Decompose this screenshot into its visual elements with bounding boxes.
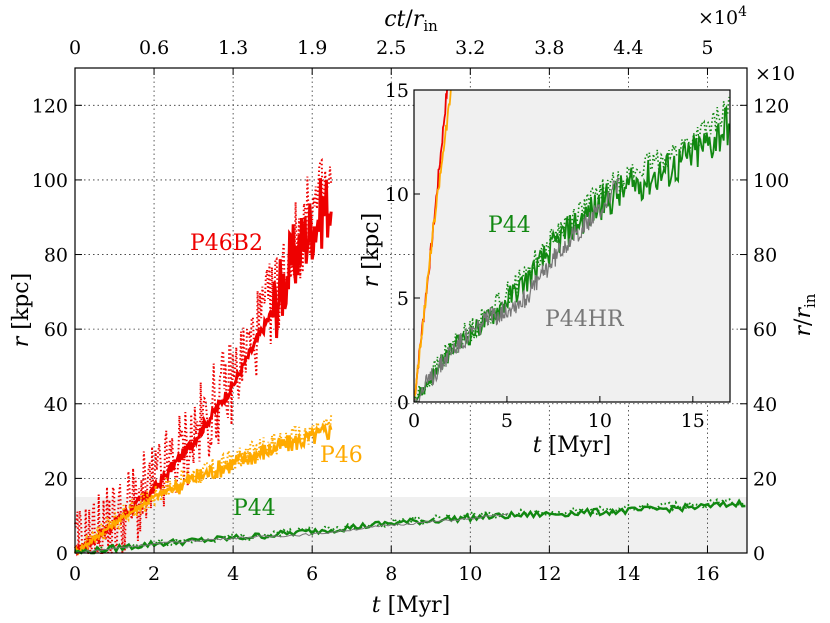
right-ylabel: r/rin	[791, 293, 819, 336]
main-axes: 0 2 4 6 8 10 12 14 16 0 0.6 1.3 1.9 2.5 3.2 3.8 4.4 5 0 20 4…	[9, 4, 819, 618]
main-frame	[74, 67, 748, 554]
inset-series-group	[414, 90, 730, 402]
annotation-P44: P44	[233, 496, 276, 521]
top-tick-label: 1.9	[297, 37, 327, 59]
inset-x-tick-label: 0	[408, 410, 420, 432]
right-tick-label: 20	[753, 468, 777, 490]
x-tick-label: 14	[616, 563, 640, 585]
y-tick-label: 20	[44, 468, 68, 490]
series-dotted-P46	[74, 414, 333, 554]
inset-y-tick-label: 0	[397, 392, 409, 414]
x-tick-label: 10	[458, 563, 482, 585]
ylabel-inset: r [kpc]	[359, 213, 384, 287]
x-tick-label: 4	[227, 563, 239, 585]
ylabel-main: r [kpc]	[9, 273, 34, 347]
y-tick-label: 100	[32, 170, 68, 192]
right-tick-label: 40	[753, 394, 777, 416]
series-line-P44HR	[74, 512, 509, 554]
inset-annotation-P44: P44	[488, 213, 531, 238]
top-tick-label: 1.3	[218, 37, 248, 59]
inset-series-line-P44HR	[414, 177, 620, 402]
right-tick-label: 100	[753, 170, 789, 192]
main-shaded-band	[75, 497, 747, 553]
top-tick-label: 5	[701, 37, 713, 59]
annotation-P46: P46	[320, 443, 363, 468]
y-tick-label: 0	[56, 543, 68, 565]
y-tick-label: 40	[44, 394, 68, 416]
main-ticks: 0 2 4 6 8 10 12 14 16 0 0.6 1.3 1.9 2.5 3.2 3.8 4.4 5 0 20 4…	[32, 37, 790, 585]
inset-x-tick-label: 10	[588, 410, 612, 432]
inset-annotation-P44HR: P44HR	[545, 307, 625, 332]
series-dotted-P46B2	[74, 157, 333, 555]
top-tick-label: 2.5	[376, 37, 406, 59]
y-tick-label: 60	[44, 319, 68, 341]
top-tick-label: 3.8	[534, 37, 564, 59]
inset-y-tick-label: 15	[385, 80, 409, 102]
xlabel-main: t [Myr]	[372, 593, 450, 618]
annotation-P46B2: P46B2	[190, 231, 263, 256]
series-line-P44	[74, 498, 746, 555]
right-tick-label: 0	[753, 543, 765, 565]
inset-background	[414, 90, 730, 402]
inset-axes: 0 5 10 15 0 5 10 15 t [Myr] r [kpc] P44 P44HR	[359, 80, 731, 458]
right-tick-label: 60	[753, 319, 777, 341]
inset-series-line-P46	[414, 90, 452, 402]
top-tick-label: 3.2	[455, 37, 485, 59]
main-series-group	[73, 157, 746, 557]
top-multiplier: ×104	[698, 4, 747, 29]
inset-y-tick-label: 10	[385, 184, 409, 206]
top-tick-label: 4.4	[613, 37, 643, 59]
inset-y-tick-label: 5	[397, 288, 409, 310]
x-tick-label: 6	[306, 563, 318, 585]
x-tick-label: 8	[385, 563, 397, 585]
inset-ticks: 0 5 10 15 0 5 10 15	[385, 80, 705, 432]
inset-x-tick-label: 15	[681, 410, 705, 432]
y-tick-label: 80	[44, 245, 68, 267]
top-tick-label: 0	[69, 37, 81, 59]
x-tick-label: 16	[695, 563, 719, 585]
x-tick-label: 12	[537, 563, 561, 585]
right-multiplier: ×10	[755, 63, 795, 85]
right-tick-label: 80	[753, 245, 777, 267]
x-tick-label: 2	[148, 563, 160, 585]
xlabel-inset: t [Myr]	[533, 433, 611, 458]
inset-x-tick-label: 5	[501, 410, 513, 432]
series-dotted-P44	[74, 497, 746, 554]
inset-frame	[413, 89, 731, 403]
top-xlabel: ct/rin	[384, 7, 438, 35]
right-tick-label: 120	[753, 95, 789, 117]
x-tick-label: 0	[69, 563, 81, 585]
y-tick-label: 120	[32, 95, 68, 117]
top-tick-label: 0.6	[139, 37, 169, 59]
